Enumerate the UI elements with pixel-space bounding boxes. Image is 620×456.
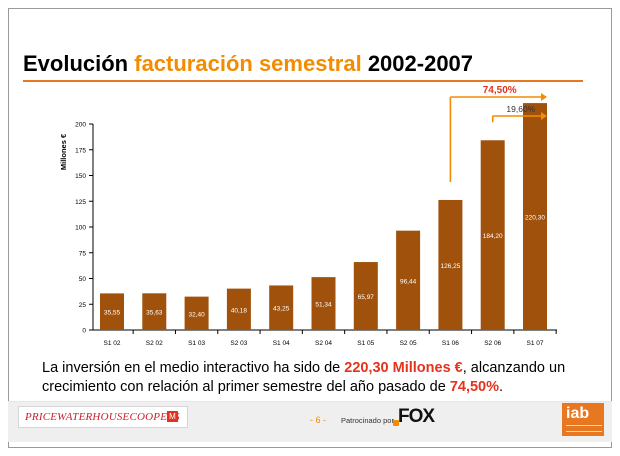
pwc-mark-icon: M — [167, 411, 178, 422]
title-part-2: facturación semestral — [134, 51, 362, 76]
bar — [184, 296, 209, 330]
bar — [142, 293, 167, 330]
bar-value-label: 65,97 — [358, 294, 375, 301]
summary-part-2: , alcanzando un crecimiento con relación… — [42, 360, 566, 395]
x-tick-label: S1 03 — [188, 340, 205, 347]
bar-value-label: 32,40 — [188, 311, 205, 318]
fox-logo: FOX — [398, 406, 435, 427]
y-tick-label: 50 — [79, 276, 87, 283]
x-tick-label: S2 04 — [315, 340, 332, 347]
bar-value-label: 220,30 — [525, 215, 545, 222]
bar-value-label: 40,18 — [231, 307, 248, 314]
page-number: - 6 - — [310, 415, 327, 425]
iab-logo-lines — [566, 425, 602, 432]
title-underline — [23, 80, 583, 82]
bar-chart: 0 25 50 75 100 125 150 175 200 Millones € 35,55 S1 … — [59, 85, 557, 347]
x-tick-label: S2 03 — [230, 340, 247, 347]
y-axis-label: Millones € — [59, 133, 68, 170]
iab-logo-text: iab — [566, 405, 590, 422]
x-tick-label: S2 02 — [146, 340, 163, 347]
iab-logo: iab — [562, 403, 604, 436]
bar — [269, 285, 294, 330]
x-tick-label: S1 07 — [527, 340, 544, 347]
x-tick-label: S1 02 — [104, 340, 121, 347]
sponsor-label: Patrocinado por — [341, 416, 394, 425]
y-tick-label: 125 — [75, 199, 86, 206]
bar — [396, 230, 421, 330]
growth-arrow-head — [541, 93, 547, 101]
fox-dot-icon — [393, 420, 399, 426]
bar — [438, 199, 463, 330]
y-tick-label: 0 — [82, 328, 86, 335]
x-tick-label: S1 05 — [357, 340, 374, 347]
title-part-3: 2002-2007 — [367, 51, 474, 76]
summary-part-3: . — [499, 379, 504, 395]
y-tick-label: 200 — [75, 122, 86, 129]
slide-title: Evolución facturación semestral 2002-200… — [23, 51, 473, 77]
bar — [480, 140, 505, 330]
bar — [226, 288, 251, 330]
summary-text: La inversión en el medio interactivo ha … — [42, 359, 602, 397]
bar — [523, 103, 547, 330]
bar-value-label: 184,20 — [483, 233, 503, 240]
summary-highlight-growth: 74,50% — [449, 379, 500, 395]
pwc-logo-text: PRICEWATERHOUSECOOPERS — [25, 411, 180, 423]
y-tick-label: 175 — [75, 147, 86, 154]
title-part-1: Evolución — [23, 51, 129, 76]
growth-annotation-label: 74,50% — [483, 85, 517, 96]
y-tick-label: 25 — [79, 302, 87, 309]
bar-value-label: 35,55 — [104, 310, 121, 317]
bar-value-label: 35,63 — [146, 310, 163, 317]
y-tick-label: 150 — [75, 173, 86, 180]
bar-value-label: 51,34 — [315, 302, 332, 309]
growth-annotation-label: 19,60% — [506, 104, 535, 114]
y-tick-label: 75 — [79, 250, 87, 257]
summary-part-1: La inversión en el medio interactivo ha … — [42, 360, 345, 376]
bar — [353, 262, 378, 330]
x-tick-label: S1 06 — [442, 340, 459, 347]
bar-value-label: 43,25 — [273, 306, 290, 313]
x-tick-label: S1 04 — [273, 340, 290, 347]
bar-value-label: 96,44 — [400, 278, 417, 285]
growth-arrow-head — [541, 112, 547, 120]
bar — [100, 293, 124, 330]
bar — [311, 277, 336, 330]
summary-highlight-amount: 220,30 Millones € — [344, 360, 463, 376]
pwc-logo: PRICEWATERHOUSECOOPERS M — [18, 406, 188, 428]
x-tick-label: S2 06 — [484, 340, 501, 347]
x-tick-label: S2 05 — [400, 340, 417, 347]
y-tick-label: 100 — [75, 225, 86, 232]
bar-value-label: 126,25 — [440, 263, 460, 270]
